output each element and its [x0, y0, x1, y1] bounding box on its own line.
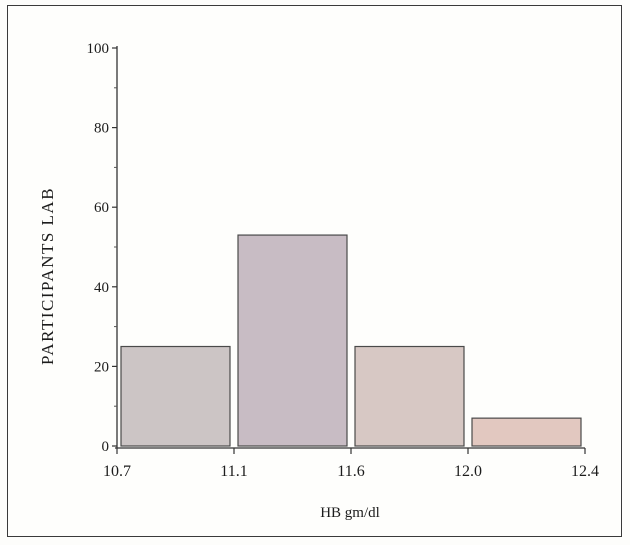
histogram-bar: [472, 418, 581, 446]
x-tick-label: 10.7: [103, 463, 131, 480]
x-tick-label: 12.4: [571, 463, 599, 480]
histogram-bar: [355, 347, 464, 447]
y-tick-label: 100: [87, 41, 110, 57]
x-tick-label: 12.0: [454, 463, 482, 480]
y-tick-label: 60: [94, 200, 109, 216]
y-tick-label: 20: [94, 359, 109, 375]
histogram-bar: [121, 347, 230, 447]
x-tick-label: 11.1: [220, 463, 247, 480]
histogram-bar: [238, 235, 347, 446]
y-tick-label: 40: [94, 280, 109, 296]
bars-group: [121, 235, 581, 446]
y-tick-label: 0: [102, 439, 110, 455]
x-axis-label: HB gm/dl: [320, 505, 380, 521]
x-tick-label: 11.6: [337, 463, 364, 480]
y-axis-label: PARTICIPANTS LAB: [38, 187, 57, 365]
y-tick-label: 80: [94, 121, 109, 137]
